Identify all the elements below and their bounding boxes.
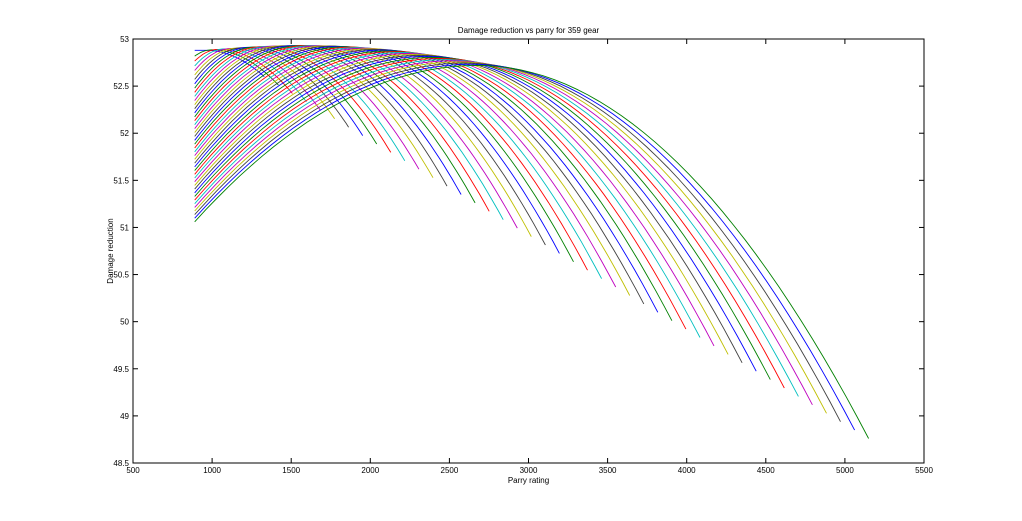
series-line: [194, 64, 869, 439]
chart-title: Damage reduction vs parry for 359 gear: [458, 26, 600, 35]
series-line: [194, 45, 406, 162]
series-line: [194, 45, 448, 187]
series-line: [194, 48, 321, 111]
series-line: [194, 45, 532, 237]
x-tick-label: 5000: [836, 466, 854, 475]
y-tick-label: 51.5: [113, 176, 129, 185]
plot-area: [194, 45, 869, 439]
x-tick-label: 2500: [441, 466, 459, 475]
series-line: [194, 46, 392, 153]
y-tick-label: 50: [120, 318, 129, 327]
series-line: [194, 45, 420, 170]
axis-ticks: 500 1000 1500 2000 2500 3000 3500 4000 4500 5000 5…: [113, 35, 933, 475]
y-tick-label: 52.5: [113, 82, 129, 91]
series-line: [194, 45, 490, 212]
series-line: [194, 48, 307, 103]
series-line: [194, 59, 799, 397]
series-line: [194, 45, 434, 178]
x-tick-label: 3500: [599, 466, 617, 475]
series-line: [194, 45, 560, 254]
y-tick-label: 49.5: [113, 365, 129, 374]
x-tick-label: 3000: [520, 466, 538, 475]
series-line: [194, 56, 771, 380]
series-line: [194, 63, 855, 431]
series-line: [194, 55, 757, 372]
y-tick-label: 48.5: [113, 459, 129, 468]
series-line: [194, 46, 588, 271]
series-line: [194, 46, 574, 263]
series-line: [194, 45, 518, 229]
series-line: [194, 47, 617, 288]
series-line: [194, 61, 827, 414]
x-tick-label: 1000: [203, 466, 221, 475]
x-tick-label: 4000: [678, 466, 696, 475]
series-line: [194, 60, 813, 406]
series-line: [194, 47, 602, 279]
series-line: [194, 45, 462, 195]
x-tick-label: 4500: [757, 466, 775, 475]
y-tick-label: 51: [120, 223, 129, 232]
series-line: [194, 46, 378, 145]
x-tick-label: 1500: [282, 466, 300, 475]
x-tick-label: 5500: [915, 466, 933, 475]
y-tick-label: 50.5: [113, 271, 129, 280]
y-axis-title: Damage reduction: [106, 218, 115, 283]
x-tick-label: 500: [126, 466, 140, 475]
x-tick-label: 2000: [361, 466, 379, 475]
y-tick-label: 49: [120, 412, 129, 421]
y-tick-label: 52: [120, 129, 129, 138]
series-line: [194, 62, 841, 422]
series-line: [194, 46, 364, 136]
x-axis-title: Parry rating: [508, 476, 549, 485]
y-tick-label: 53: [120, 35, 129, 44]
